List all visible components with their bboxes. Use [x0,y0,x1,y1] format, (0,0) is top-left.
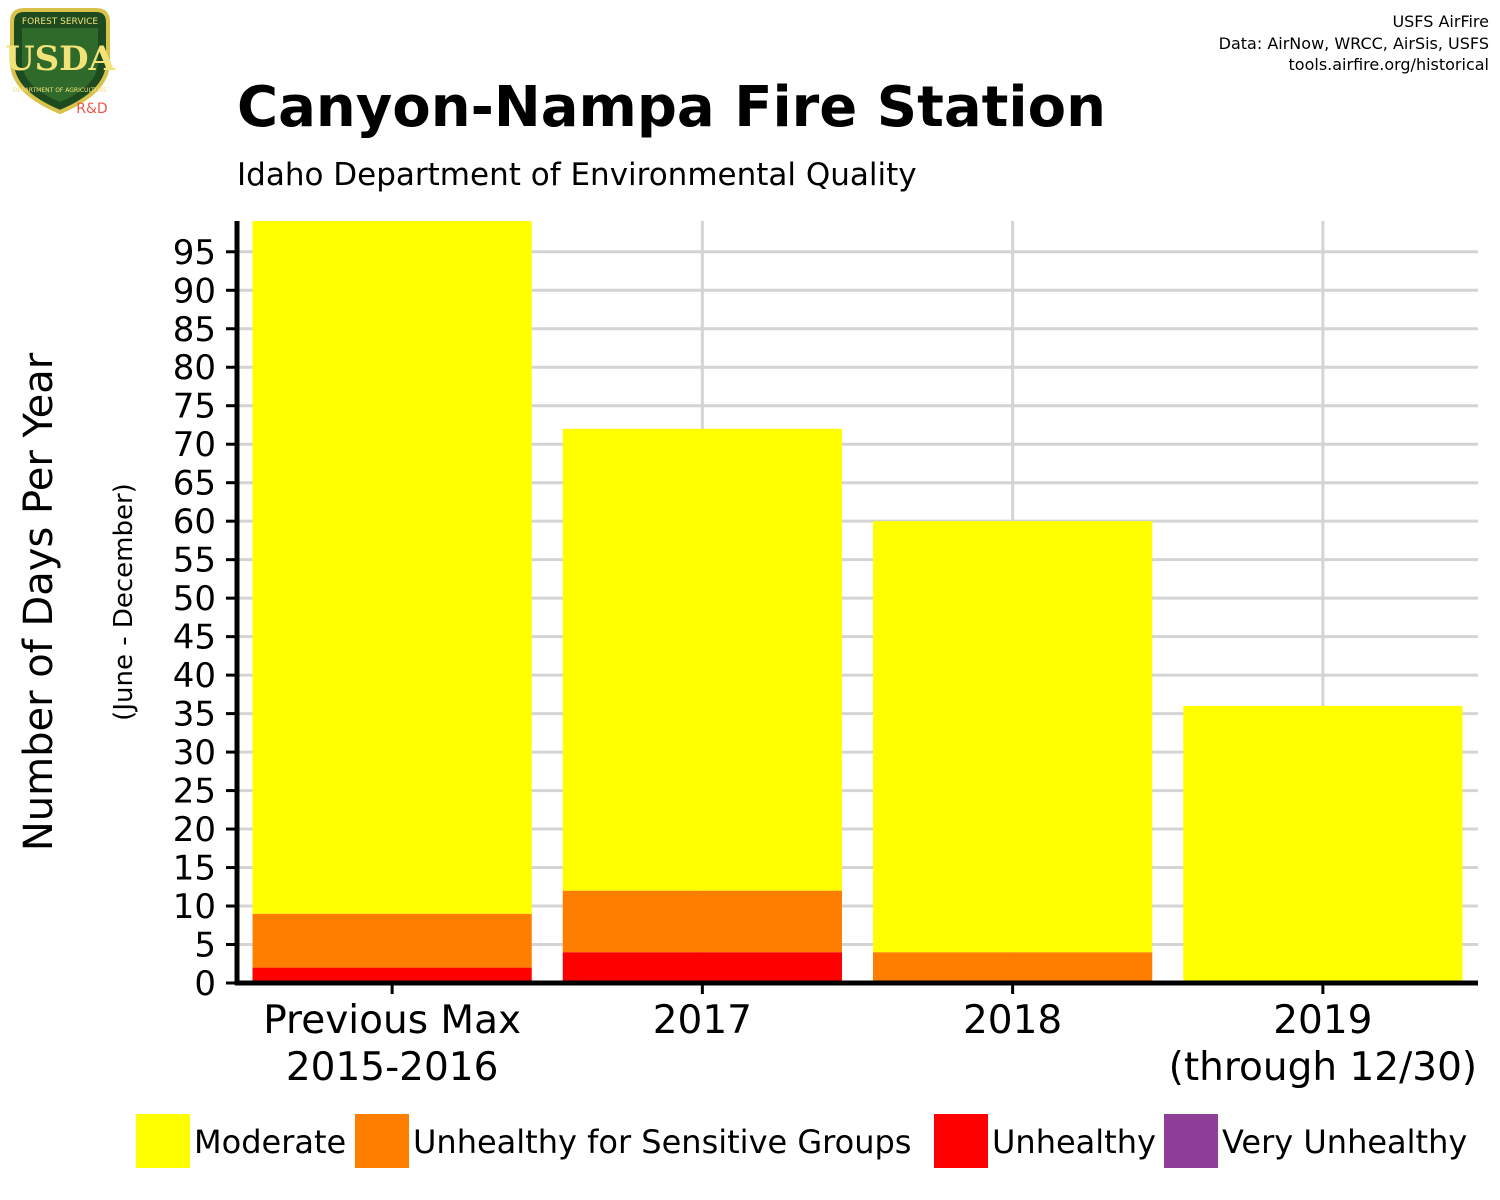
legend-swatch [136,1114,190,1168]
logo-letters: USDA [5,39,116,79]
chart-title: Canyon-Nampa Fire Station [237,75,1106,140]
bar [873,952,1153,983]
y-tick-label: 15 [173,849,216,889]
x-tick-label: 2018 [963,998,1062,1043]
logo-bottom-text: DEPARTMENT OF AGRICULTURE [13,87,107,94]
logo-badge: R&D [76,101,107,117]
x-tick-label: Previous Max [263,998,521,1043]
y-tick-label: 65 [173,464,216,504]
bars [252,221,1463,983]
credit-line-1: USFS AirFire [1392,12,1489,31]
y-tick-label: 30 [173,733,216,773]
y-tick-label: 55 [173,541,216,581]
y-tick-label: 60 [173,502,216,542]
y-tick-label: 40 [173,656,216,696]
bar [562,428,842,891]
x-tick-label: 2017 [653,998,752,1043]
y-tick-label: 80 [173,348,216,388]
bar [562,890,842,953]
y-tick-label: 95 [173,233,216,273]
y-axis-label: Number of Days Per Year [16,352,62,851]
y-axis-sublabel: (June - December) [109,483,139,721]
x-tick-label: (through 12/30) [1169,1045,1477,1090]
chart-subtitle: Idaho Department of Environmental Qualit… [237,157,917,193]
x-tick-label: 2019 [1273,998,1372,1043]
legend-label: Moderate [194,1123,346,1161]
legend: Moderate Unhealthy for Sensitive Groups Un… [136,1114,1467,1168]
bar [252,221,532,914]
legend-swatch [355,1114,409,1168]
legend-swatch [934,1114,988,1168]
y-tick-label: 90 [173,271,216,311]
legend-label: Very Unhealthy [1222,1123,1467,1161]
y-tick-label: 85 [173,310,216,350]
x-tick-label: 2015-2016 [286,1045,499,1090]
bar [252,913,532,968]
y-tick-label: 50 [173,579,216,619]
y-tick-label: 35 [173,695,216,735]
bar [562,952,842,983]
y-tick-label: 75 [173,387,216,427]
y-tick-label: 25 [173,772,216,812]
y-tick-label: 45 [173,618,216,658]
y-tick-label: 70 [173,425,216,465]
logo-top-text: FOREST SERVICE [22,17,99,27]
y-tick-label: 5 [194,926,216,966]
bar [1183,705,1463,983]
bar [873,521,1153,953]
legend-label: Unhealthy for Sensitive Groups [413,1123,911,1161]
credit-line-2: Data: AirNow, WRCC, AirSis, USFS [1219,34,1489,53]
legend-swatch [1164,1114,1218,1168]
y-tick-label: 0 [194,964,216,1004]
bar [252,967,532,983]
legend-label: Unhealthy [992,1123,1156,1161]
y-tick-label: 20 [173,810,216,850]
credit-line-3: tools.airfire.org/historical [1289,55,1489,74]
y-tick-label: 10 [173,887,216,927]
usda-forest-service-logo: FOREST SERVICE USDA DEPARTMENT OF AGRICU… [5,8,116,117]
